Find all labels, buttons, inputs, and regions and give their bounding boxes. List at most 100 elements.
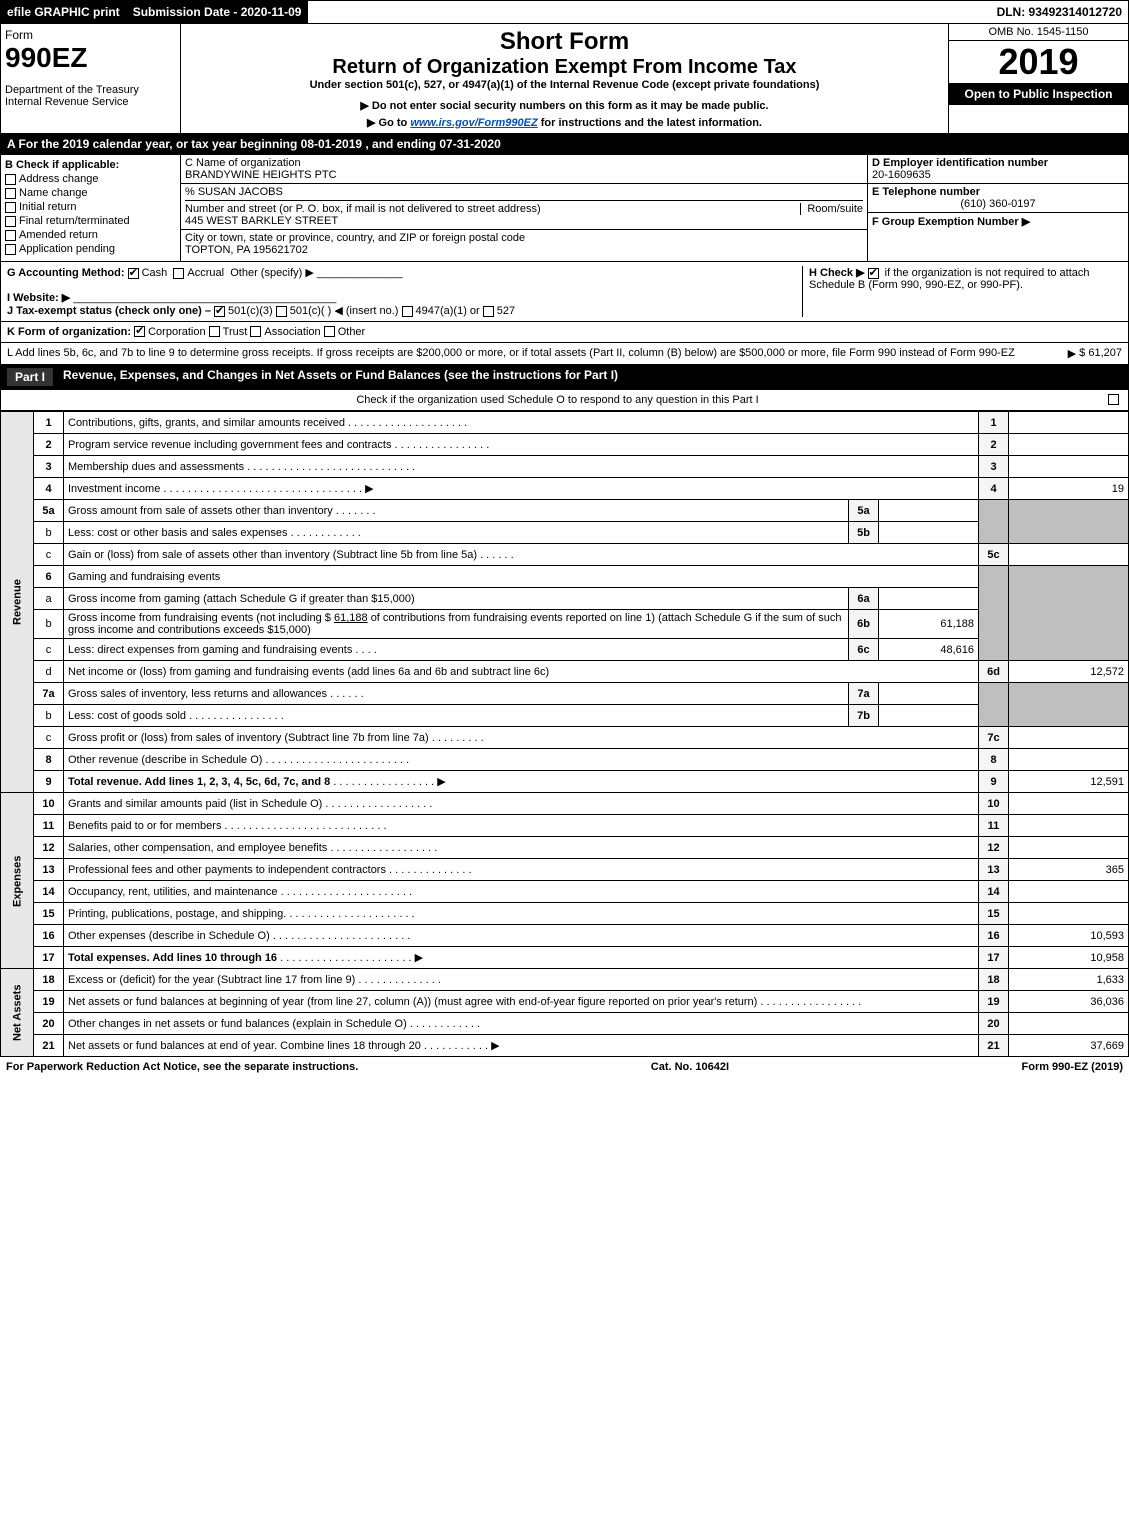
val-7c (1009, 727, 1129, 749)
row-g: G Accounting Method: Cash Accrual Other … (7, 266, 796, 317)
val-14 (1009, 881, 1129, 903)
check-501c[interactable] (276, 306, 287, 317)
check-association[interactable] (250, 326, 261, 337)
tax-period: A For the 2019 calendar year, or tax yea… (0, 134, 1129, 155)
efile-print-button[interactable]: efile GRAPHIC print (1, 1, 127, 23)
top-bar: efile GRAPHIC print Submission Date - 20… (0, 0, 1129, 24)
open-public: Open to Public Inspection (949, 83, 1128, 105)
val-20 (1009, 1013, 1129, 1035)
section-def: D Employer identification number 20-1609… (868, 155, 1128, 261)
part1-check-o: Check if the organization used Schedule … (0, 390, 1129, 411)
check-schedule-b[interactable] (868, 268, 879, 279)
no-ssn-note: ▶ Do not enter social security numbers o… (185, 99, 944, 112)
ein-value: 20-1609635 (872, 169, 931, 181)
under-section: Under section 501(c), 527, or 4947(a)(1)… (185, 79, 944, 91)
city-label: City or town, state or province, country… (185, 232, 525, 244)
check-accrual[interactable] (173, 268, 184, 279)
val-11 (1009, 815, 1129, 837)
dept-treasury: Department of the Treasury (5, 84, 176, 96)
check-corporation[interactable] (134, 326, 145, 337)
check-other-org[interactable] (324, 326, 335, 337)
val-6c: 48,616 (879, 639, 979, 661)
check-application-pending[interactable]: Application pending (5, 243, 176, 255)
val-6b: 61,188 (879, 610, 979, 639)
irs-link[interactable]: www.irs.gov/Form990EZ (410, 117, 537, 129)
ein-label: D Employer identification number (872, 157, 1048, 169)
val-19: 36,036 (1009, 991, 1129, 1013)
part1-title: Revenue, Expenses, and Changes in Net As… (63, 368, 1122, 386)
row-h: H Check ▶ if the organization is not req… (802, 266, 1122, 317)
val-6a (879, 588, 979, 610)
phone-label: E Telephone number (872, 186, 980, 198)
val-1 (1009, 412, 1129, 434)
row-l: L Add lines 5b, 6c, and 7b to line 9 to … (0, 343, 1129, 365)
check-name-change[interactable]: Name change (5, 187, 176, 199)
check-501c3[interactable] (214, 306, 225, 317)
omb-number: OMB No. 1545-1150 (949, 24, 1128, 41)
form-ref: Form 990-EZ (2019) (1022, 1061, 1123, 1073)
b-label: B Check if applicable: (5, 159, 176, 171)
part1-table: Revenue 1 Contributions, gifts, grants, … (0, 411, 1129, 1057)
section-c: C Name of organization BRANDYWINE HEIGHT… (181, 155, 868, 261)
section-b: B Check if applicable: Address change Na… (1, 155, 181, 261)
room-label: Room/suite (800, 203, 863, 215)
val-5c (1009, 544, 1129, 566)
part1-header: Part I Revenue, Expenses, and Changes in… (0, 365, 1129, 390)
val-3 (1009, 456, 1129, 478)
val-18: 1,633 (1009, 969, 1129, 991)
netassets-side-label: Net Assets (1, 969, 34, 1057)
val-7b (879, 705, 979, 727)
val-15 (1009, 903, 1129, 925)
check-schedule-o[interactable] (1108, 394, 1119, 405)
goto-line: ▶ Go to www.irs.gov/Form990EZ for instru… (185, 116, 944, 129)
submission-date: Submission Date - 2020-11-09 (127, 1, 309, 23)
return-title: Return of Organization Exempt From Incom… (185, 56, 944, 79)
check-final-return[interactable]: Final return/terminated (5, 215, 176, 227)
part1-label: Part I (7, 368, 53, 386)
check-initial-return[interactable]: Initial return (5, 201, 176, 213)
val-8 (1009, 749, 1129, 771)
phone-value: (610) 360-0197 (872, 198, 1124, 210)
form-number: 990EZ (5, 42, 176, 74)
street-label: Number and street (or P. O. box, if mail… (185, 203, 541, 215)
short-form-title: Short Form (185, 28, 944, 56)
street-address: 445 WEST BARKLEY STREET (185, 215, 338, 227)
form-header: Form 990EZ Department of the Treasury In… (0, 24, 1129, 134)
val-21: 37,669 (1009, 1035, 1129, 1057)
check-trust[interactable] (209, 326, 220, 337)
val-10 (1009, 793, 1129, 815)
val-5b (879, 522, 979, 544)
group-exemption-label: F Group Exemption Number ▶ (872, 216, 1030, 228)
tax-year: 2019 (949, 41, 1128, 83)
dln: DLN: 93492314012720 (991, 1, 1128, 23)
row-j: J Tax-exempt status (check only one) – 5… (7, 305, 515, 317)
page-footer: For Paperwork Reduction Act Notice, see … (0, 1057, 1129, 1077)
care-of: % SUSAN JACOBS (185, 186, 283, 198)
c-name-label: C Name of organization (185, 157, 301, 169)
irs-label: Internal Revenue Service (5, 96, 176, 108)
check-4947[interactable] (402, 306, 413, 317)
gross-receipts: $ 61,207 (1079, 347, 1122, 360)
check-address-change[interactable]: Address change (5, 173, 176, 185)
check-527[interactable] (483, 306, 494, 317)
val-16: 10,593 (1009, 925, 1129, 947)
check-amended-return[interactable]: Amended return (5, 229, 176, 241)
expenses-side-label: Expenses (1, 793, 34, 969)
revenue-side-label: Revenue (1, 412, 34, 793)
val-7a (879, 683, 979, 705)
val-6d: 12,572 (1009, 661, 1129, 683)
entity-block: B Check if applicable: Address change Na… (0, 155, 1129, 262)
cat-no: Cat. No. 10642I (651, 1061, 729, 1073)
val-4: 19 (1009, 478, 1129, 500)
form-word: Form (5, 28, 176, 42)
val-5a (879, 500, 979, 522)
val-2 (1009, 434, 1129, 456)
val-17: 10,958 (1009, 947, 1129, 969)
val-13: 365 (1009, 859, 1129, 881)
val-12 (1009, 837, 1129, 859)
org-name: BRANDYWINE HEIGHTS PTC (185, 169, 337, 181)
row-gh: G Accounting Method: Cash Accrual Other … (0, 262, 1129, 322)
row-i-label: I Website: ▶ (7, 292, 70, 304)
check-cash[interactable] (128, 268, 139, 279)
paperwork-notice: For Paperwork Reduction Act Notice, see … (6, 1061, 358, 1073)
